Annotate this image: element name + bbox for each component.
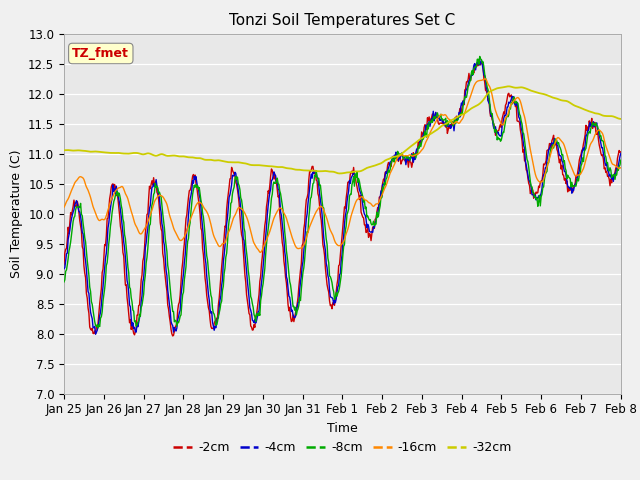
X-axis label: Time: Time — [327, 422, 358, 435]
Y-axis label: Soil Temperature (C): Soil Temperature (C) — [10, 149, 22, 278]
Title: Tonzi Soil Temperatures Set C: Tonzi Soil Temperatures Set C — [229, 13, 456, 28]
Legend: -2cm, -4cm, -8cm, -16cm, -32cm: -2cm, -4cm, -8cm, -16cm, -32cm — [168, 436, 516, 459]
Text: TZ_fmet: TZ_fmet — [72, 47, 129, 60]
